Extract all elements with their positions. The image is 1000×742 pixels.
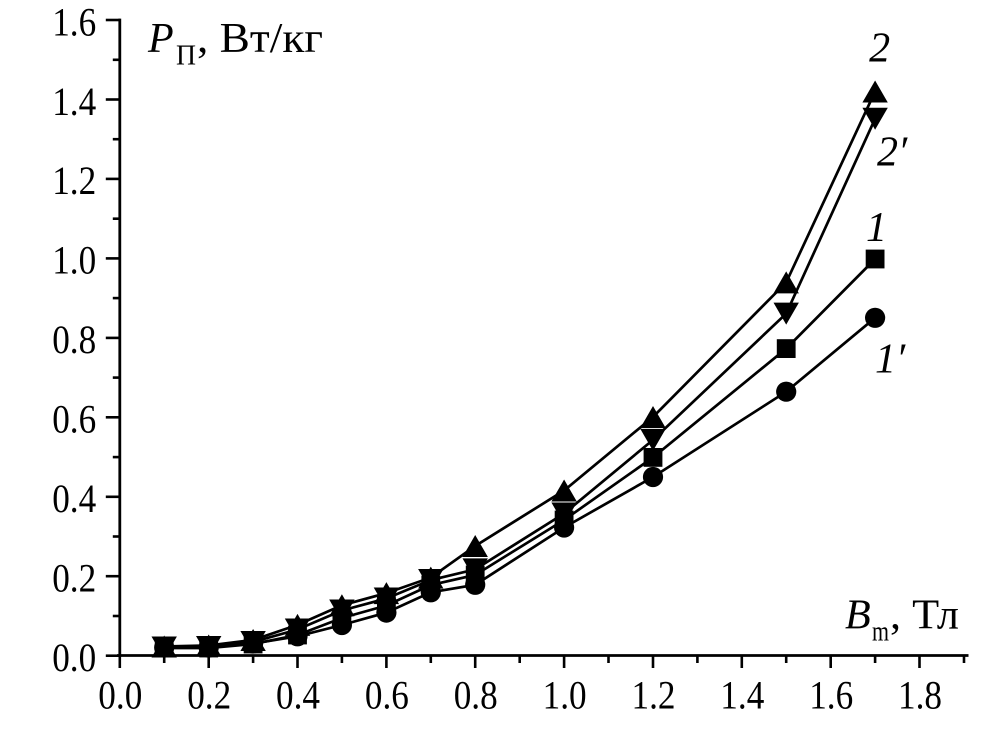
svg-text:0.0: 0.0 <box>52 635 96 680</box>
svg-text:1.6: 1.6 <box>809 672 853 717</box>
svg-text:0.4: 0.4 <box>52 476 96 521</box>
svg-text:0.2: 0.2 <box>52 556 96 601</box>
svg-text:B: B <box>845 593 871 639</box>
svg-text:1.8: 1.8 <box>898 672 942 717</box>
svg-text:1.4: 1.4 <box>720 672 764 717</box>
svg-text:1.2: 1.2 <box>52 158 96 203</box>
svg-text:0.6: 0.6 <box>365 672 409 717</box>
svg-text:P: P <box>147 16 174 62</box>
svg-text:0.4: 0.4 <box>276 672 320 717</box>
svg-text:0.2: 0.2 <box>187 672 231 717</box>
svg-text:1.2: 1.2 <box>632 672 676 717</box>
svg-text:1.6: 1.6 <box>52 0 96 44</box>
svg-text:2′: 2′ <box>877 130 908 176</box>
svg-text:0.8: 0.8 <box>454 672 498 717</box>
svg-text:1.4: 1.4 <box>52 79 96 124</box>
svg-text:1: 1 <box>866 205 887 251</box>
svg-text:1.0: 1.0 <box>543 672 587 717</box>
svg-text:2: 2 <box>869 26 890 72</box>
svg-text:, Тл: , Тл <box>890 593 959 639</box>
svg-text:0.6: 0.6 <box>52 397 96 442</box>
svg-text:, Вт/кг: , Вт/кг <box>197 16 323 62</box>
svg-text:П: П <box>176 40 196 72</box>
svg-text:1′: 1′ <box>875 337 906 383</box>
svg-text:1.0: 1.0 <box>52 238 96 283</box>
svg-text:m: m <box>872 616 889 648</box>
svg-text:0.8: 0.8 <box>52 317 96 362</box>
svg-text:0.0: 0.0 <box>98 672 142 717</box>
